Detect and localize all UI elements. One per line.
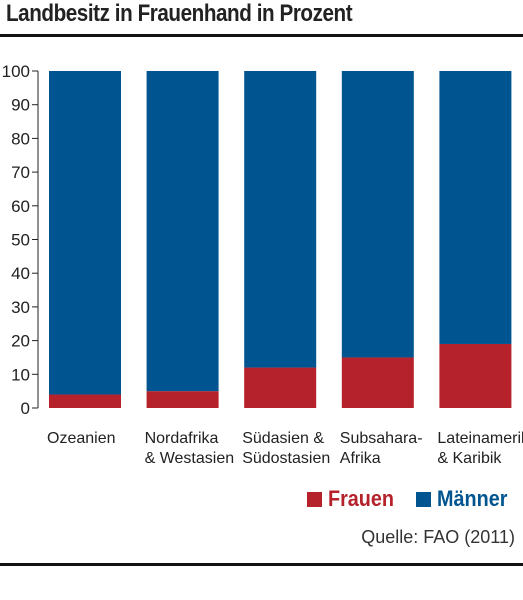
bar-frauen-3 [341, 357, 414, 408]
y-tick-label-70: 70 [11, 163, 30, 182]
y-tick-label-90: 90 [11, 96, 30, 115]
category-label-1-line-0: Nordafrika [145, 430, 219, 447]
category-label-3-line-1: Afrika [340, 450, 381, 467]
y-tick-label-80: 80 [11, 129, 30, 148]
bar-mnner-0 [49, 71, 121, 395]
legend-swatch-maenner [415, 491, 431, 507]
y-tick-label-50: 50 [11, 231, 30, 250]
category-label-3-line-0: Subsahara- [340, 430, 423, 447]
top-rule [0, 34, 523, 37]
legend-item-frauen: Frauen [307, 486, 401, 512]
source-note: Quelle: FAO (2011) [361, 527, 515, 547]
y-tick-label-40: 40 [11, 264, 30, 283]
category-label-4-line-0: Lateinamerika [437, 430, 523, 447]
bar-frauen-4 [439, 343, 512, 408]
bar-mnner-1 [146, 71, 219, 392]
stacked-bar-chart: 0 10 20 30 40 50 60 70 80 90 100 Ozeanien Nordafrika… [2, 62, 523, 467]
category-label-0-line-0: Ozeanien [47, 430, 116, 447]
chart-title: Landbesitz in Frauenhand in Prozent [6, 0, 353, 27]
y-tick-label-30: 30 [11, 298, 30, 317]
legend: Frauen Männer [307, 486, 515, 512]
category-label-2-line-1: Südostasien [242, 450, 330, 467]
bar-mnner-3 [341, 71, 414, 358]
y-tick-label-20: 20 [11, 332, 30, 351]
y-tick-label-0: 0 [21, 399, 30, 418]
y-tick-label-60: 60 [11, 197, 30, 216]
y-tick-label-10: 10 [11, 365, 30, 384]
bar-mnner-2 [244, 71, 317, 368]
bar-frauen-1 [146, 391, 219, 408]
legend-label-frauen: Frauen [328, 486, 395, 511]
bar-mnner-4 [439, 71, 512, 344]
bottom-rule [0, 563, 523, 566]
legend-item-maenner: Männer [415, 486, 515, 512]
legend-swatch-frauen [307, 491, 323, 507]
category-label-1-line-1: & Westasien [145, 450, 235, 467]
y-tick-label-100: 100 [2, 62, 30, 81]
bar-frauen-0 [49, 394, 121, 408]
bar-frauen-2 [244, 367, 317, 408]
legend-label-maenner: Männer [436, 486, 508, 511]
category-label-4-line-1: & Karibik [437, 450, 502, 467]
category-label-2-line-0: Südasien & [242, 430, 324, 447]
